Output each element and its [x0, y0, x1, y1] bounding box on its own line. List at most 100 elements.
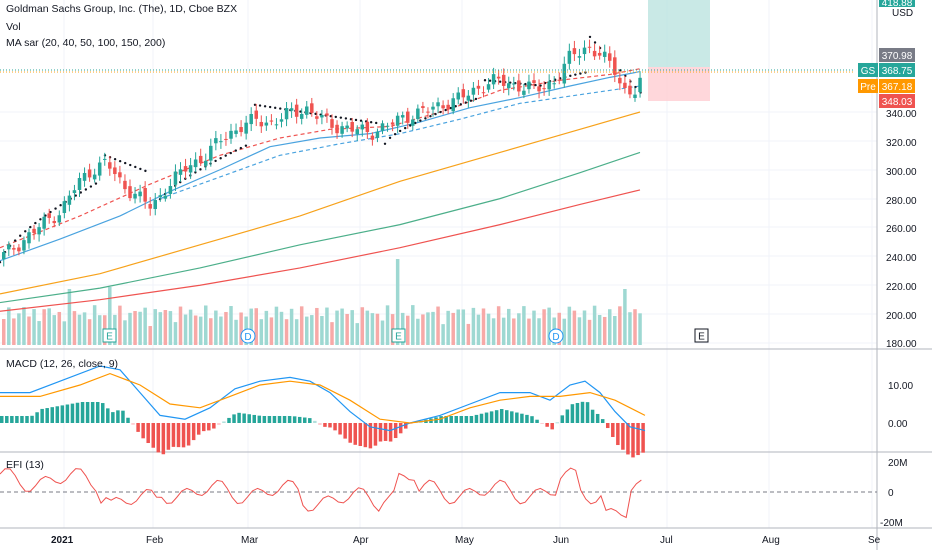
macd-hist-bar — [161, 423, 166, 455]
macd-hist-bar — [196, 423, 201, 435]
macd-hist-bar — [252, 414, 256, 423]
macd-hist-bar — [222, 421, 226, 423]
candle-body — [350, 121, 354, 132]
candle-body — [113, 167, 117, 175]
price-tick: 260.00 — [886, 224, 917, 235]
macd-hist-bar — [282, 416, 287, 423]
volume-bar — [188, 309, 193, 345]
macd-hist-bar — [5, 416, 9, 423]
volume-bar — [547, 307, 551, 345]
macd-hist-bar — [151, 423, 155, 448]
macd-hist-bar — [621, 423, 625, 450]
macd-hist-bar — [595, 413, 600, 423]
macd-legend[interactable]: MACD (12, 26, close, 9) — [6, 358, 119, 370]
candle-body — [62, 201, 67, 214]
sar-dot — [268, 105, 272, 109]
vol-legend[interactable]: Vol — [6, 21, 21, 33]
volume-bar — [183, 314, 188, 345]
macd-hist-bar — [515, 412, 519, 423]
macd-hist-bar — [287, 416, 292, 423]
volume-bar — [12, 318, 16, 345]
candle-body — [224, 138, 228, 140]
macd-hist-bar — [333, 423, 337, 431]
sar-dot — [279, 107, 282, 110]
macd-hist-bar — [388, 423, 393, 442]
macd-hist-bar — [237, 412, 241, 423]
candle-body — [310, 103, 314, 113]
position-stop-zone[interactable] — [648, 67, 710, 101]
time-axis[interactable]: 2021 Feb Mar Apr May Jun Jul Aug Se — [51, 535, 881, 546]
candle-body — [562, 63, 567, 84]
upcoming-earnings-marker[interactable]: E — [694, 328, 709, 343]
target-badge: 370.98 — [879, 48, 915, 62]
macd-hist-bar — [525, 414, 529, 423]
volume-bar — [537, 318, 541, 345]
macd-hist-bar — [499, 409, 504, 423]
macd-hist-bar — [116, 410, 120, 423]
macd-hist-bar — [40, 408, 44, 423]
candle-body — [77, 178, 82, 190]
candle-body — [542, 88, 546, 90]
price-tick: 180.00 — [886, 339, 917, 350]
sar-dot — [388, 136, 392, 140]
macd-hist-bar — [318, 423, 322, 425]
macd-hist-bar — [131, 423, 135, 425]
volume-bar — [57, 311, 62, 345]
earnings-marker-label: E — [106, 332, 113, 343]
dividend-marker[interactable]: D — [548, 328, 564, 344]
sar-dot — [89, 185, 93, 188]
sar-dot — [434, 112, 437, 116]
time-label: Feb — [146, 535, 164, 546]
sar-dot — [584, 71, 587, 74]
macd-hist-bar — [368, 423, 373, 449]
sar-dot — [258, 104, 262, 107]
candle-body — [52, 220, 56, 224]
candle-body — [37, 227, 41, 235]
sar-dot — [34, 221, 37, 225]
candle-body — [390, 122, 395, 125]
gs-symbol-label: GS — [861, 66, 876, 77]
efi-legend[interactable]: EFI (13) — [6, 459, 44, 471]
macd-hist-bar — [267, 416, 272, 423]
candle-body — [2, 252, 6, 260]
volume-bar — [471, 307, 476, 345]
macd-hist-bar — [85, 402, 90, 423]
earnings-marker[interactable]: E — [102, 328, 117, 343]
macd-hist-bar — [464, 416, 469, 423]
macd-hist-bar — [383, 423, 388, 441]
earnings-marker[interactable]: E — [391, 328, 406, 343]
volume-bar — [522, 306, 526, 345]
sar-dot — [383, 142, 387, 145]
sar-dot — [339, 116, 343, 119]
sar-dot — [439, 110, 442, 114]
candle-body — [340, 126, 344, 134]
price-tick: 240.00 — [886, 253, 917, 264]
volume-bar — [628, 312, 632, 345]
candle-body — [289, 108, 294, 111]
sar-dot — [244, 144, 248, 147]
premarket-badge: Pre 367.18 — [858, 79, 915, 93]
volume-bar — [325, 307, 329, 345]
candle-body — [421, 106, 425, 109]
candle-body — [183, 166, 188, 172]
dividend-marker-label: D — [552, 332, 559, 343]
sar-dot — [393, 132, 397, 136]
price-axis[interactable]: USD 340.00 320.00 300.00 280.00 260.00 2… — [886, 8, 917, 350]
macd-hist-bar — [550, 423, 554, 430]
sar-dot — [118, 159, 122, 163]
macd-hist-bar — [15, 416, 19, 423]
ma-legend[interactable]: MA sar (20, 40, 50, 100, 150, 200) — [6, 37, 166, 49]
position-target-zone[interactable] — [648, 0, 710, 67]
sar-dot — [253, 103, 257, 106]
volume-bar — [582, 310, 587, 345]
macd-hist-bar — [328, 423, 332, 428]
candle-body — [133, 193, 137, 199]
time-label: Apr — [353, 535, 369, 546]
price-tick: 200.00 — [886, 311, 917, 322]
dividend-marker[interactable]: D — [240, 328, 256, 344]
sar-dot — [498, 80, 502, 83]
candle-body — [380, 123, 385, 131]
volume-bar — [299, 306, 304, 345]
